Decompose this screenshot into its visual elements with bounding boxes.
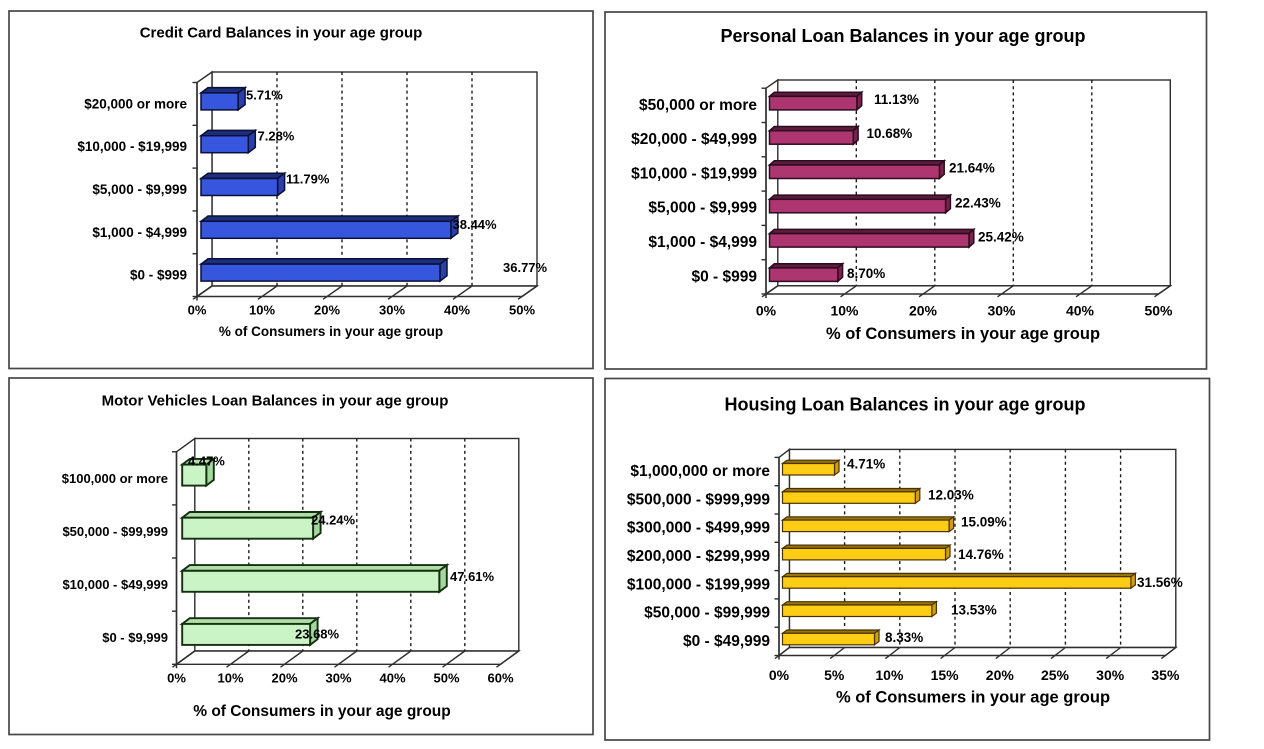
svg-text:50%: 50%: [1144, 303, 1173, 319]
svg-text:$0 - $49,999: $0 - $49,999: [683, 633, 770, 650]
svg-text:Housing Loan Balances in your: Housing Loan Balances in your age group: [724, 395, 1085, 415]
svg-text:30%: 30%: [325, 671, 351, 686]
svg-text:$1,000 - $4,999: $1,000 - $4,999: [92, 225, 187, 240]
svg-text:Personal Loan Balances in your: Personal Loan Balances in your age group: [720, 26, 1085, 46]
svg-text:20%: 20%: [909, 303, 938, 319]
svg-text:5%: 5%: [824, 667, 845, 683]
svg-text:$10,000 - $49,999: $10,000 - $49,999: [62, 577, 168, 592]
svg-text:36.77%: 36.77%: [503, 260, 548, 275]
svg-text:$20,000 or more: $20,000 or more: [84, 96, 187, 111]
svg-text:% of Consumers in your age gro: % of Consumers in your age group: [826, 325, 1100, 343]
svg-text:$10,000 - $19,999: $10,000 - $19,999: [631, 166, 757, 183]
svg-text:24.24%: 24.24%: [311, 513, 356, 528]
svg-text:10%: 10%: [249, 303, 275, 318]
svg-text:13.53%: 13.53%: [951, 603, 997, 618]
svg-text:11.79%: 11.79%: [286, 172, 330, 187]
svg-text:$50,000 - $99,999: $50,000 - $99,999: [644, 605, 770, 622]
svg-text:0%: 0%: [756, 303, 777, 319]
svg-text:$500,000 - $999,999: $500,000 - $999,999: [627, 491, 770, 508]
svg-text:$1,000 - $4,999: $1,000 - $4,999: [648, 234, 757, 251]
svg-text:47.61%: 47.61%: [450, 569, 495, 584]
svg-text:% of Consumers in your age gro: % of Consumers in your age group: [219, 324, 443, 339]
svg-text:38.44%: 38.44%: [453, 217, 498, 232]
svg-text:40%: 40%: [379, 671, 405, 686]
svg-text:$1,000,000 or more: $1,000,000 or more: [630, 463, 770, 480]
svg-text:15%: 15%: [931, 667, 960, 683]
svg-text:50%: 50%: [433, 671, 459, 686]
svg-text:40%: 40%: [444, 303, 470, 318]
svg-text:14.76%: 14.76%: [958, 547, 1004, 562]
svg-text:0%: 0%: [769, 667, 790, 683]
svg-text:15.09%: 15.09%: [961, 515, 1007, 530]
svg-text:10.68%: 10.68%: [867, 126, 913, 141]
svg-text:$0 - $999: $0 - $999: [130, 268, 187, 283]
svg-text:$200,000 - $299,999: $200,000 - $299,999: [627, 548, 770, 565]
svg-text:7.28%: 7.28%: [258, 129, 295, 144]
svg-text:50%: 50%: [509, 303, 535, 318]
svg-text:20%: 20%: [986, 667, 1015, 683]
svg-text:25%: 25%: [1041, 667, 1070, 683]
svg-text:20%: 20%: [271, 671, 297, 686]
svg-text:8.33%: 8.33%: [885, 630, 923, 645]
svg-text:12.03%: 12.03%: [928, 488, 974, 503]
svg-text:$5,000 - $9,999: $5,000 - $9,999: [92, 182, 187, 197]
svg-text:$0 - $9,999: $0 - $9,999: [102, 630, 168, 645]
svg-text:30%: 30%: [379, 303, 405, 318]
svg-text:40%: 40%: [1066, 303, 1095, 319]
svg-text:35%: 35%: [1151, 667, 1180, 683]
svg-text:$50,000 or more: $50,000 or more: [639, 97, 757, 114]
svg-text:$50,000 - $99,999: $50,000 - $99,999: [62, 524, 168, 539]
svg-text:5.71%: 5.71%: [246, 88, 283, 103]
svg-text:4.47%: 4.47%: [188, 454, 225, 469]
svg-text:30%: 30%: [987, 303, 1016, 319]
svg-text:11.13%: 11.13%: [874, 92, 919, 107]
svg-text:0%: 0%: [167, 671, 186, 686]
svg-text:10%: 10%: [217, 671, 243, 686]
svg-text:$100,000 or more: $100,000 or more: [62, 471, 168, 486]
svg-text:$300,000 - $499,999: $300,000 - $499,999: [627, 520, 770, 537]
svg-text:10%: 10%: [830, 303, 859, 319]
svg-text:0%: 0%: [188, 303, 207, 318]
svg-text:Credit Card Balances in your a: Credit Card Balances in your age group: [140, 25, 423, 42]
svg-text:60%: 60%: [487, 671, 513, 686]
svg-text:$100,000 - $199,999: $100,000 - $199,999: [627, 576, 770, 593]
svg-text:10%: 10%: [875, 667, 904, 683]
svg-text:$5,000 - $9,999: $5,000 - $9,999: [648, 200, 757, 217]
svg-text:21.64%: 21.64%: [949, 161, 995, 176]
svg-text:23.68%: 23.68%: [295, 627, 340, 642]
svg-text:8.70%: 8.70%: [847, 266, 885, 281]
svg-text:4.71%: 4.71%: [847, 457, 885, 472]
svg-text:Motor Vehicles Loan Balances i: Motor Vehicles Loan Balances in your age…: [102, 393, 449, 410]
svg-text:22.43%: 22.43%: [955, 196, 1001, 211]
svg-text:% of Consumers in your age gro: % of Consumers in your age group: [193, 703, 451, 720]
svg-text:31.56%: 31.56%: [1137, 575, 1183, 590]
svg-text:25.42%: 25.42%: [978, 230, 1024, 245]
svg-text:$0 - $999: $0 - $999: [692, 268, 758, 285]
svg-text:$10,000 - $19,999: $10,000 - $19,999: [77, 139, 187, 154]
svg-text:$20,000 - $49,999: $20,000 - $49,999: [631, 131, 757, 148]
svg-text:20%: 20%: [314, 303, 340, 318]
svg-text:30%: 30%: [1096, 667, 1125, 683]
svg-text:% of Consumers in your age gro: % of Consumers in your age group: [836, 689, 1110, 707]
